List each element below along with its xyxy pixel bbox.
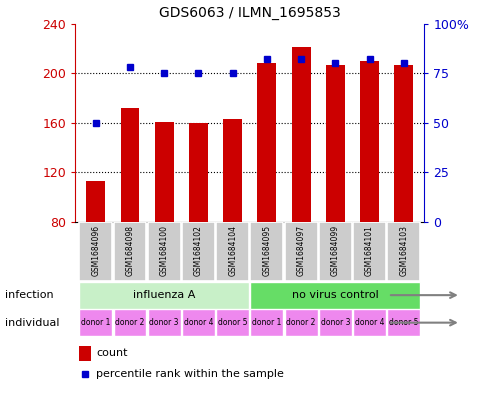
Bar [216, 309, 249, 336]
Text: GSM1684098: GSM1684098 [125, 225, 134, 276]
Text: percentile rank within the sample: percentile rank within the sample [96, 369, 284, 379]
Text: donor 3: donor 3 [320, 318, 349, 327]
Text: GSM1684101: GSM1684101 [364, 225, 373, 276]
Text: donor 4: donor 4 [354, 318, 383, 327]
Bar [257, 63, 276, 222]
Bar [318, 309, 351, 336]
Text: no virus control: no virus control [291, 290, 378, 300]
Text: donor 1: donor 1 [81, 318, 110, 327]
Bar [291, 47, 310, 222]
Bar [154, 121, 173, 222]
Bar [113, 222, 146, 281]
Bar [387, 309, 420, 336]
Text: donor 4: donor 4 [183, 318, 213, 327]
Text: GSM1684096: GSM1684096 [91, 225, 100, 276]
Bar [121, 108, 139, 222]
Bar [352, 309, 385, 336]
Bar [352, 222, 385, 281]
Text: donor 1: donor 1 [252, 318, 281, 327]
Bar [86, 181, 105, 222]
Text: GSM1684099: GSM1684099 [330, 225, 339, 276]
Text: donor 5: donor 5 [388, 318, 418, 327]
Text: donor 3: donor 3 [149, 318, 179, 327]
Text: infection: infection [5, 290, 53, 300]
Bar [216, 222, 249, 281]
Bar [284, 222, 317, 281]
Bar [250, 282, 420, 309]
Bar [148, 309, 180, 336]
Bar [387, 222, 420, 281]
Bar [182, 222, 214, 281]
Bar [360, 61, 378, 222]
Bar [284, 309, 317, 336]
Bar [148, 222, 180, 281]
Text: GSM1684097: GSM1684097 [296, 225, 305, 276]
Bar [325, 64, 344, 222]
Bar [250, 222, 283, 281]
Text: donor 2: donor 2 [286, 318, 315, 327]
Text: GSM1684100: GSM1684100 [159, 225, 168, 276]
Text: count: count [96, 348, 127, 358]
Bar [79, 309, 112, 336]
Text: donor 5: donor 5 [217, 318, 247, 327]
Bar [318, 222, 351, 281]
Text: individual: individual [5, 318, 59, 328]
Bar [78, 346, 91, 361]
Text: GSM1684103: GSM1684103 [398, 225, 408, 276]
Text: GSM1684102: GSM1684102 [194, 225, 202, 276]
Bar [223, 119, 242, 222]
Title: GDS6063 / ILMN_1695853: GDS6063 / ILMN_1695853 [159, 6, 340, 20]
Bar [393, 64, 412, 222]
Bar [79, 282, 249, 309]
Bar [189, 123, 208, 222]
Text: GSM1684104: GSM1684104 [227, 225, 237, 276]
Bar [113, 309, 146, 336]
Text: GSM1684095: GSM1684095 [262, 225, 271, 276]
Bar [250, 309, 283, 336]
Text: donor 2: donor 2 [115, 318, 144, 327]
Bar [182, 309, 214, 336]
Bar [79, 222, 112, 281]
Text: influenza A: influenza A [133, 290, 195, 300]
